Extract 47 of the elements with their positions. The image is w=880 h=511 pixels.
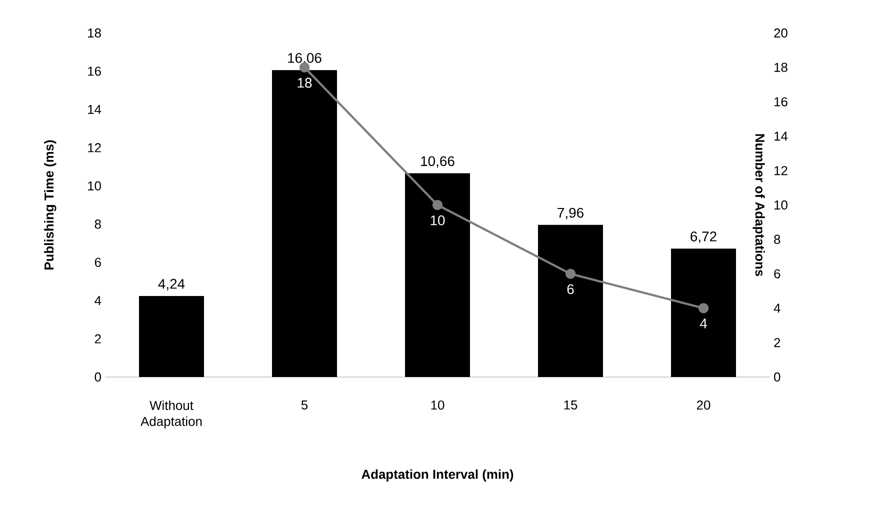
- y2-tick-label: 14: [774, 132, 788, 141]
- bar: [538, 224, 604, 377]
- data-label: 6: [567, 284, 574, 294]
- x-tick-label: 20: [696, 400, 710, 410]
- y-tick-label: 12: [88, 143, 101, 152]
- y-tick-label: 6: [94, 258, 101, 267]
- data-label: 6,72: [690, 232, 716, 244]
- y2-tick-label: 16: [774, 97, 788, 106]
- bar: [139, 296, 204, 377]
- x-tick-label: 15: [564, 400, 578, 410]
- x-tick-label: 10: [431, 400, 444, 410]
- y2-axis-title: Number of Adaptations: [752, 134, 765, 276]
- point: [565, 268, 576, 279]
- y2-tick-label: 18: [774, 62, 788, 72]
- bar: [405, 173, 470, 377]
- y2-tick-label: 6: [774, 269, 780, 278]
- x-tick-label: 5: [301, 400, 308, 410]
- bar: [272, 70, 338, 377]
- x-tick-label: Without Adaptation: [140, 400, 202, 429]
- y2-tick-label: 2: [774, 338, 780, 348]
- y-tick-label: 8: [94, 220, 101, 229]
- data-label: 10,66: [421, 156, 454, 168]
- data-label: 16,06: [288, 53, 322, 65]
- point: [299, 62, 310, 72]
- y-tick-label: 14: [88, 104, 102, 114]
- y2-tick-label: 4: [774, 304, 780, 313]
- y-tick-label: 10: [88, 181, 101, 190]
- y2-tick-label: 10: [774, 200, 788, 210]
- data-label: 18: [298, 78, 312, 88]
- x-axis-title: Adaptation Interval (min): [362, 469, 514, 482]
- y2-tick-label: 20: [774, 28, 788, 38]
- y-tick-label: 0: [94, 372, 101, 382]
- y2-tick-label: 8: [774, 234, 780, 244]
- y-tick-label: 18: [88, 28, 101, 38]
- point: [698, 303, 709, 314]
- data-label: 4: [700, 318, 707, 328]
- y2-tick-label: 12: [774, 166, 788, 176]
- bar: [671, 248, 736, 377]
- y-tick-label: 4: [94, 296, 102, 306]
- y-axis-title: Publishing Time (ms): [44, 140, 56, 270]
- y2-tick-label: 0: [774, 372, 780, 382]
- data-label: 7,96: [558, 208, 584, 220]
- point: [432, 200, 443, 210]
- data-label: 4,24: [158, 278, 185, 290]
- y-tick-label: 16: [88, 66, 101, 76]
- data-label: 10: [430, 215, 445, 226]
- y-tick-label: 2: [94, 334, 101, 344]
